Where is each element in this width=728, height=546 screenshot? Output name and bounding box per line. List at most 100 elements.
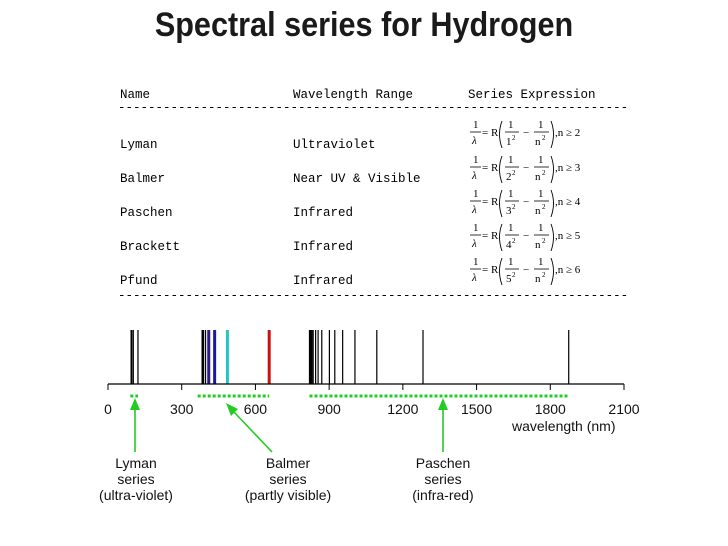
- f-exp: 2: [542, 271, 546, 279]
- f-one: 1: [508, 188, 514, 200]
- f-n: n: [535, 239, 541, 251]
- f-exp: 2: [512, 237, 516, 245]
- f-n1: 2: [506, 171, 512, 183]
- f-r: = R: [482, 127, 499, 139]
- f-n: n: [535, 273, 541, 285]
- f-lambda: λ: [471, 170, 477, 182]
- f-exp: 2: [512, 271, 516, 279]
- header-series-expression: Series Expression: [468, 88, 596, 102]
- axis-label: wavelength (nm): [511, 418, 616, 434]
- page-title: Spectral series for Hydrogen: [154, 6, 574, 44]
- f-one: 1: [538, 188, 544, 200]
- f-one: 1: [473, 119, 479, 131]
- f-one: 1: [473, 188, 479, 200]
- f-r: = R: [482, 196, 499, 208]
- formula-svg: 1λ= R13 2 −1n 2 ,n ≥ 4: [470, 188, 581, 218]
- f-one: 1: [473, 154, 479, 166]
- balmer-arrow: [233, 411, 273, 453]
- row-name: Balmer: [120, 172, 166, 186]
- f-condition: ,n ≥ 6: [555, 264, 581, 276]
- table-divider-top: ----------------------------------------…: [118, 101, 630, 115]
- label-line: Balmer: [265, 455, 311, 471]
- formula-svg: 1λ= R12 2 −1n 2 ,n ≥ 3: [470, 154, 581, 184]
- f-one: 1: [538, 222, 544, 234]
- f-one: 1: [538, 256, 544, 268]
- label-line: (infra-red): [412, 487, 474, 503]
- paschen-arrowhead: [438, 398, 448, 410]
- formula-svg: 1λ= R11 2 −1n 2 ,n ≥ 2: [470, 119, 580, 149]
- f-condition: ,n ≥ 5: [555, 230, 581, 242]
- label-line: (ultra-violet): [99, 487, 173, 503]
- f-n1: 5: [506, 273, 512, 285]
- label-line: Paschen: [415, 455, 471, 471]
- axis-tick-label: 600: [244, 401, 268, 417]
- f-lambda: λ: [471, 204, 477, 216]
- f-condition: ,n ≥ 3: [555, 162, 581, 174]
- row-range: Infrared: [293, 206, 354, 220]
- row-name: Lyman: [120, 138, 158, 152]
- axis-tick-label: 1500: [461, 401, 492, 417]
- f-minus: −: [523, 196, 529, 208]
- f-minus: −: [523, 162, 529, 174]
- label-line: Lyman: [115, 455, 157, 471]
- f-n: n: [535, 136, 541, 148]
- label-line: series: [269, 471, 307, 487]
- header-wavelength-range: Wavelength Range: [293, 88, 414, 102]
- balmer-label: Balmer series (partly visible): [228, 455, 348, 503]
- axis-tick-label: 1200: [387, 401, 418, 417]
- f-one: 1: [538, 119, 544, 131]
- header-name: Name: [120, 88, 151, 102]
- series-formula: 1 λ = R 1 5 2−1 n 2 ,n ≥ 6: [468, 255, 618, 289]
- f-minus: −: [523, 127, 529, 139]
- f-exp: 2: [512, 203, 516, 211]
- f-n1: 1: [506, 136, 512, 148]
- f-exp: 2: [512, 169, 516, 177]
- label-line: series: [424, 471, 462, 487]
- formula-svg: 1λ= R15 2 −1n 2 ,n ≥ 6: [470, 256, 581, 286]
- f-exp: 2: [512, 134, 516, 142]
- f-lambda: λ: [471, 272, 477, 284]
- axis-tick-label: 900: [317, 401, 341, 417]
- series-formula: 1 λ = R 1 3 2−1 n 2 ,n ≥ 4: [468, 187, 618, 221]
- f-exp: 2: [542, 237, 546, 245]
- series-formula: 1 λ = R 1 2 2−1 n 2 ,n ≥ 3: [468, 153, 618, 187]
- f-one: 1: [538, 154, 544, 166]
- f-r: = R: [482, 162, 499, 174]
- f-lambda: λ: [471, 135, 477, 147]
- table-divider-bottom: ----------------------------------------…: [118, 289, 630, 303]
- f-one: 1: [508, 119, 514, 131]
- f-exp: 2: [542, 134, 546, 142]
- row-name: Brackett: [120, 240, 181, 254]
- lyman-arrowhead: [130, 398, 140, 410]
- f-condition: ,n ≥ 4: [555, 196, 581, 208]
- row-name: Pfund: [120, 274, 158, 288]
- series-formula: 1 λ = R 1 4 2−1 n 2 ,n ≥ 5: [468, 221, 618, 255]
- f-n: n: [535, 205, 541, 217]
- f-one: 1: [508, 256, 514, 268]
- f-n1: 3: [506, 205, 512, 217]
- f-one: 1: [473, 222, 479, 234]
- row-range: Infrared: [293, 240, 354, 254]
- f-one: 1: [508, 222, 514, 234]
- f-condition: ,n ≥ 2: [555, 127, 580, 139]
- label-line: (partly visible): [244, 487, 332, 503]
- series-formula: 1 λ = R 1 1 2−1 n 2 ,n ≥ 2: [468, 118, 618, 152]
- f-minus: −: [523, 230, 529, 242]
- row-name: Paschen: [120, 206, 173, 220]
- row-range: Ultraviolet: [293, 138, 376, 152]
- f-n: n: [535, 171, 541, 183]
- axis-tick-label: 1800: [535, 401, 566, 417]
- paschen-label: Paschen series (infra-red): [400, 455, 486, 503]
- f-n1: 4: [506, 239, 512, 251]
- row-range: Infrared: [293, 274, 354, 288]
- axis-tick-label: 0: [104, 401, 112, 417]
- f-r: = R: [482, 264, 499, 276]
- f-exp: 2: [542, 203, 546, 211]
- f-one: 1: [508, 154, 514, 166]
- f-minus: −: [523, 264, 529, 276]
- balmer-arrowhead: [226, 403, 238, 416]
- formula-svg: 1λ= R14 2 −1n 2 ,n ≥ 5: [470, 222, 581, 252]
- axis-tick-label: 300: [170, 401, 194, 417]
- axis-tick-label: 2100: [608, 401, 639, 417]
